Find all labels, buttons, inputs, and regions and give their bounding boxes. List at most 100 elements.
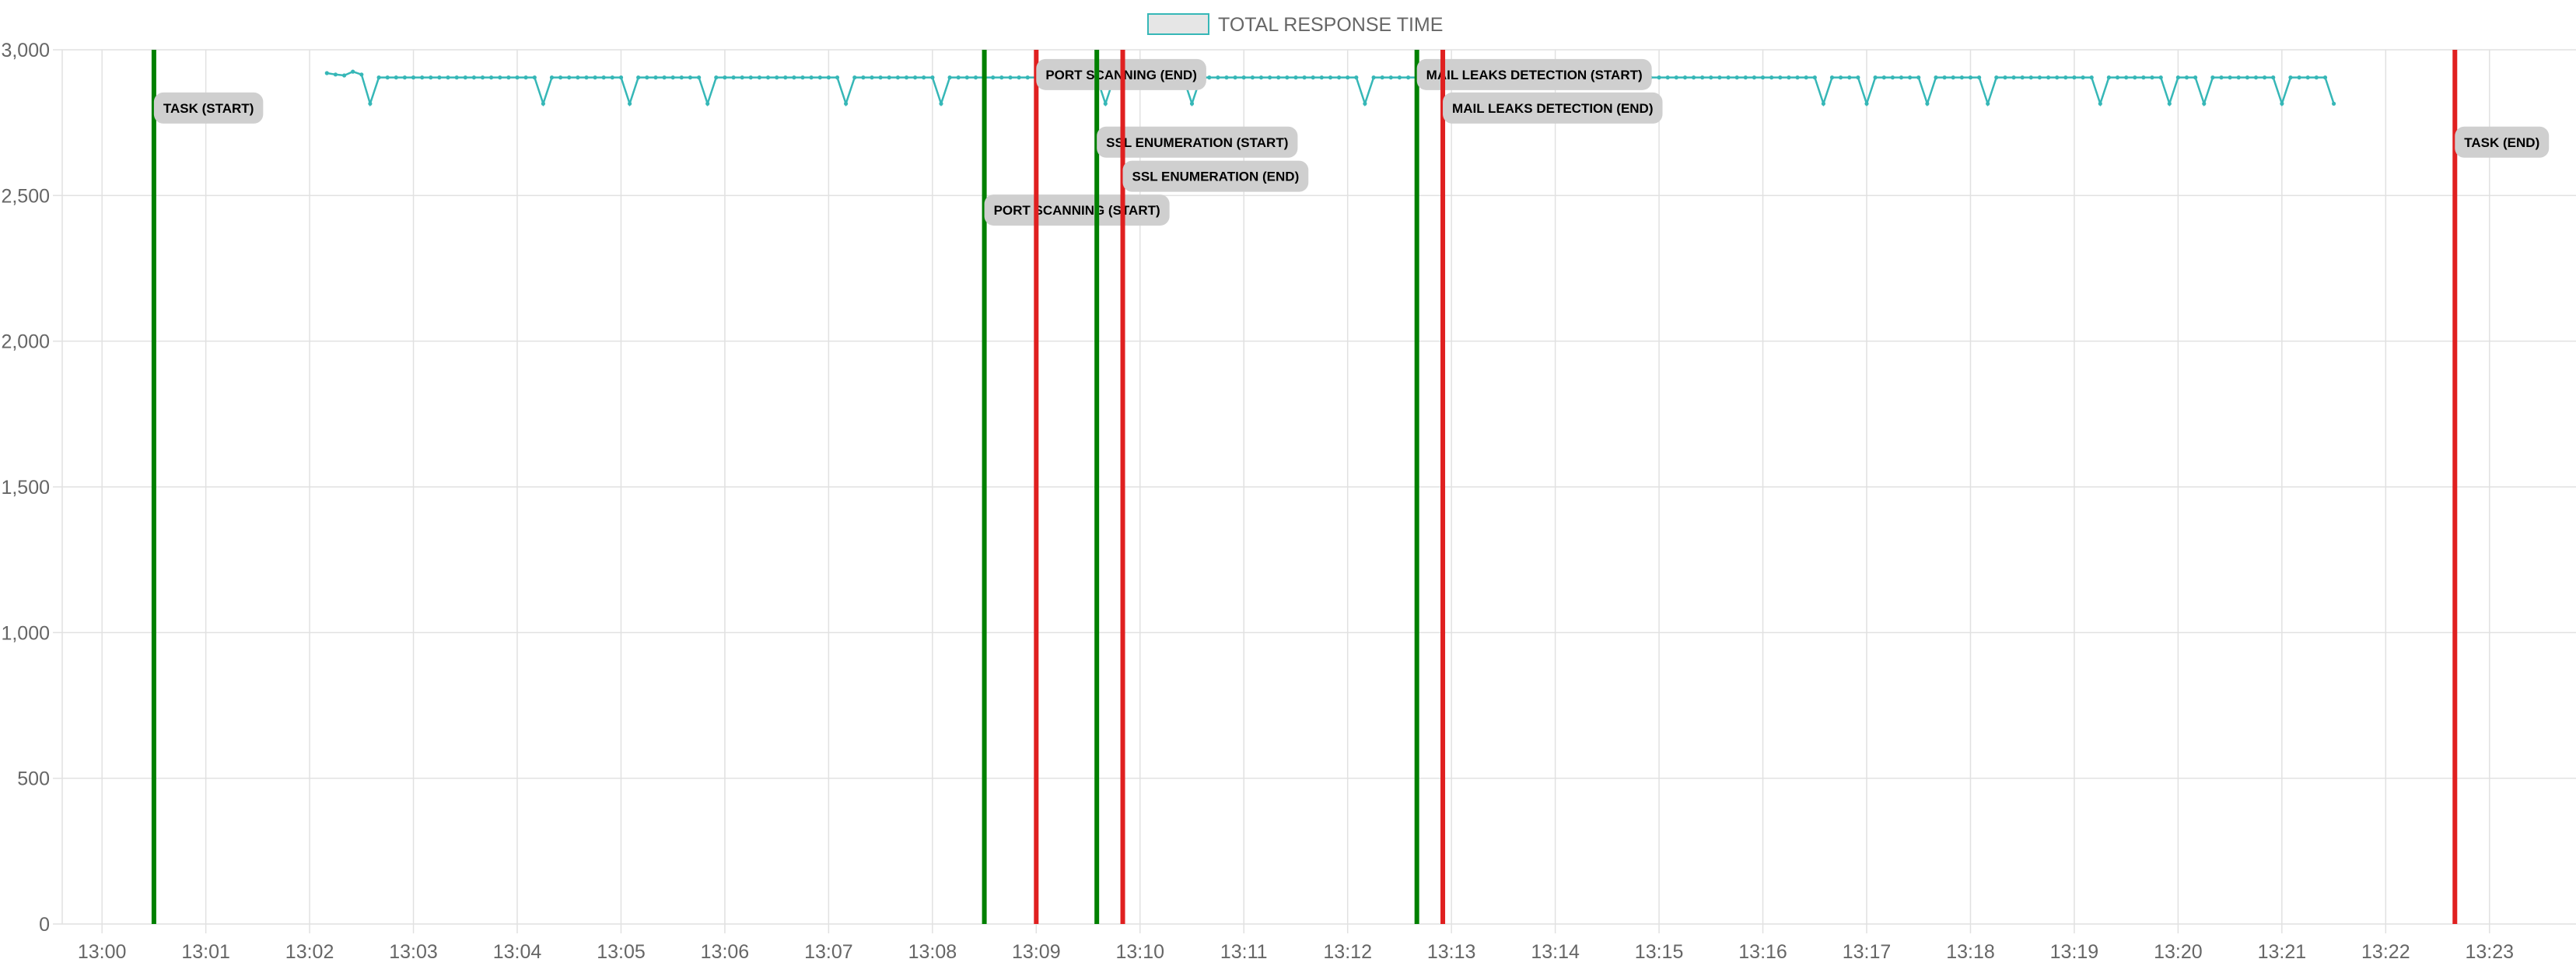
data-point[interactable]	[2202, 101, 2207, 106]
data-point[interactable]	[2046, 75, 2051, 80]
data-point[interactable]	[1994, 75, 1999, 80]
data-point[interactable]	[567, 75, 572, 80]
data-point[interactable]	[2175, 75, 2180, 80]
data-point[interactable]	[973, 75, 978, 80]
data-point[interactable]	[939, 101, 943, 106]
data-point[interactable]	[922, 75, 926, 80]
data-point[interactable]	[1795, 75, 1800, 80]
data-point[interactable]	[826, 75, 831, 80]
data-point[interactable]	[1804, 75, 1808, 80]
data-point[interactable]	[1717, 75, 1722, 80]
data-point[interactable]	[714, 75, 719, 80]
data-point[interactable]	[628, 101, 632, 106]
data-point[interactable]	[1934, 75, 1938, 80]
data-point[interactable]	[1371, 75, 1376, 80]
data-point[interactable]	[2297, 75, 2301, 80]
data-point[interactable]	[2081, 75, 2085, 80]
data-point[interactable]	[471, 75, 477, 80]
data-point[interactable]	[2124, 75, 2129, 80]
data-point[interactable]	[2055, 75, 2060, 80]
data-point[interactable]	[1025, 75, 1030, 80]
data-point[interactable]	[1241, 75, 1246, 80]
data-point[interactable]	[1674, 75, 1678, 80]
data-point[interactable]	[688, 75, 693, 80]
data-point[interactable]	[1760, 75, 1766, 80]
data-point[interactable]	[731, 75, 736, 80]
data-point[interactable]	[913, 75, 918, 80]
data-point[interactable]	[887, 75, 891, 80]
data-point[interactable]	[411, 75, 416, 80]
data-point[interactable]	[1258, 75, 1264, 80]
data-point[interactable]	[2106, 75, 2111, 80]
data-point[interactable]	[463, 75, 467, 80]
data-point[interactable]	[1319, 75, 1324, 80]
data-point[interactable]	[2210, 75, 2215, 80]
data-point[interactable]	[947, 75, 952, 80]
data-point[interactable]	[1778, 75, 1783, 80]
data-point[interactable]	[2332, 101, 2336, 106]
data-point[interactable]	[1726, 75, 1731, 80]
data-point[interactable]	[991, 75, 996, 80]
data-point[interactable]	[429, 75, 433, 80]
data-point[interactable]	[1017, 75, 1021, 80]
data-point[interactable]	[2305, 75, 2310, 80]
data-point[interactable]	[359, 72, 364, 77]
data-point[interactable]	[679, 75, 684, 80]
data-point[interactable]	[670, 75, 675, 80]
data-point[interactable]	[368, 101, 373, 106]
data-point[interactable]	[2236, 75, 2241, 80]
data-point[interactable]	[576, 75, 580, 80]
data-point[interactable]	[653, 75, 658, 80]
data-point[interactable]	[1276, 75, 1281, 80]
data-point[interactable]	[1881, 75, 1886, 80]
data-point[interactable]	[930, 75, 935, 80]
data-point[interactable]	[662, 75, 667, 80]
data-point[interactable]	[593, 75, 597, 80]
data-point[interactable]	[2089, 75, 2094, 80]
data-point[interactable]	[1925, 101, 1930, 106]
data-point[interactable]	[394, 75, 398, 80]
data-point[interactable]	[2150, 75, 2154, 80]
data-point[interactable]	[2314, 75, 2319, 80]
data-point[interactable]	[895, 75, 900, 80]
data-point[interactable]	[489, 75, 494, 80]
data-point[interactable]	[1986, 101, 1990, 106]
data-point[interactable]	[1752, 75, 1756, 80]
data-point[interactable]	[1977, 75, 1982, 80]
data-point[interactable]	[2158, 75, 2163, 80]
data-point[interactable]	[532, 75, 537, 80]
data-point[interactable]	[376, 75, 381, 80]
data-point[interactable]	[618, 75, 624, 80]
data-point[interactable]	[437, 75, 442, 80]
data-point[interactable]	[610, 75, 614, 80]
data-point[interactable]	[1942, 75, 1947, 80]
data-point[interactable]	[2184, 75, 2189, 80]
data-point[interactable]	[1657, 75, 1661, 80]
data-point[interactable]	[446, 75, 450, 80]
data-point[interactable]	[385, 75, 390, 80]
data-point[interactable]	[454, 75, 459, 80]
data-point[interactable]	[1916, 75, 1921, 80]
data-point[interactable]	[2263, 75, 2267, 80]
data-point[interactable]	[1769, 75, 1774, 80]
data-point[interactable]	[2219, 75, 2224, 80]
data-point[interactable]	[515, 75, 520, 80]
data-point[interactable]	[1293, 75, 1298, 80]
data-point[interactable]	[1734, 75, 1739, 80]
data-point[interactable]	[817, 75, 822, 80]
data-point[interactable]	[1682, 75, 1688, 80]
data-point[interactable]	[1328, 75, 1333, 80]
data-point[interactable]	[1839, 75, 1843, 80]
data-point[interactable]	[904, 75, 909, 80]
legend[interactable]: TOTAL RESPONSE TIME	[1147, 13, 1443, 36]
data-point[interactable]	[2003, 75, 2007, 80]
data-point[interactable]	[2133, 75, 2137, 80]
data-point[interactable]	[1388, 75, 1393, 80]
data-point[interactable]	[2028, 75, 2033, 80]
data-point[interactable]	[1406, 75, 1411, 80]
data-point[interactable]	[584, 75, 589, 80]
data-point[interactable]	[1692, 75, 1696, 80]
data-point[interactable]	[2063, 75, 2068, 80]
data-point[interactable]	[1959, 75, 1964, 80]
data-point[interactable]	[852, 75, 857, 80]
